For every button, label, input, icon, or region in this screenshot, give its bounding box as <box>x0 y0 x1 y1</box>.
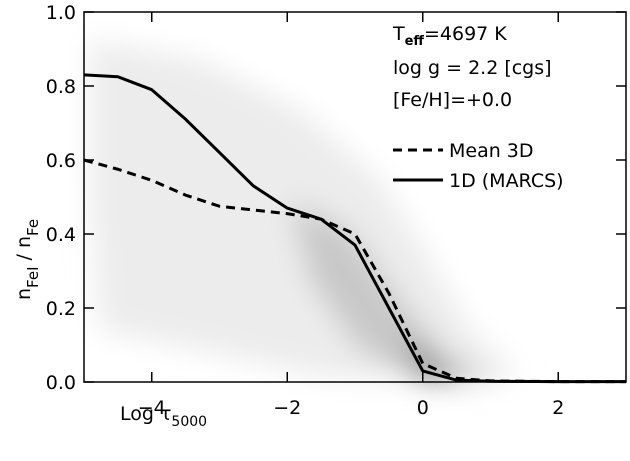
y-label-n: n <box>13 288 35 300</box>
teff-t: T <box>392 23 405 45</box>
teff-rest: =4697 K <box>424 23 507 45</box>
y-label-sub: Fe <box>24 219 42 236</box>
y-label-mid: / n <box>13 236 35 267</box>
legend-label: Mean 3D <box>449 140 534 162</box>
x-axis-label: Log τ5000 <box>120 403 207 430</box>
annotation-logg: log g = 2.2 [cgs] <box>393 57 552 79</box>
x-label-sub: 5000 <box>171 414 207 430</box>
plot-frame <box>83 11 627 383</box>
x-label-main: Log τ <box>120 403 171 425</box>
annotation-feh: [Fe/H]=+0.0 <box>393 89 512 111</box>
x-tick-label: 0 <box>417 397 429 419</box>
y-axis-label: nFeI / nFe <box>13 219 42 300</box>
legend-label: 1D (MARCS) <box>449 170 564 192</box>
x-tick-label: 2 <box>552 397 564 419</box>
x-tick-label: −4 <box>138 397 166 419</box>
y-tick-label: 0.6 <box>46 150 76 172</box>
y-tick-label: 1.0 <box>46 2 76 24</box>
y-axis-label-group: nFeI / nFe <box>13 219 42 300</box>
series-line <box>83 73 626 384</box>
x-tick-label: −2 <box>273 397 301 419</box>
y-tick-label: 0.2 <box>46 298 76 320</box>
y-tick-label: 0.8 <box>46 76 76 98</box>
teff-sub: eff <box>405 34 425 49</box>
density-cloud <box>90 40 520 380</box>
y-tick-label: 0.4 <box>46 224 76 246</box>
y-label-sub: FeI <box>24 266 42 287</box>
y-tick-label: 0.0 <box>46 372 76 394</box>
annotation-teff: Teff=4697 K <box>392 23 507 49</box>
